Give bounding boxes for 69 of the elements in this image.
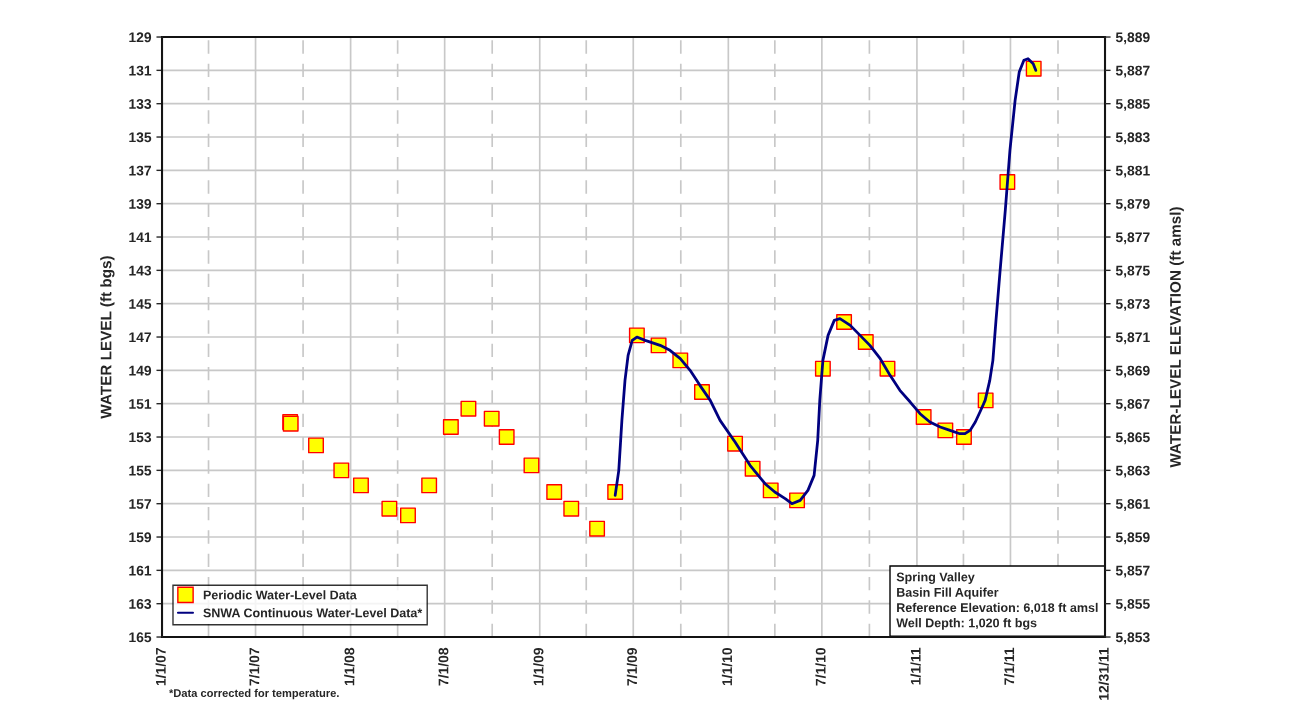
x-tick-label: 1/1/08 (344, 647, 355, 686)
legend-label: SNWA Continuous Water-Level Data* (203, 608, 423, 618)
y2-tick-label: 5,887 (1115, 65, 1150, 78)
y2-tick-label: 5,863 (1115, 465, 1150, 478)
y2-tick-label: 5,883 (1115, 132, 1150, 145)
y2-axis-title: WATER-LEVEL ELEVATION (ft amsl) (1169, 207, 1184, 468)
y2-tick-label: 5,873 (1115, 299, 1150, 311)
point (483, 410, 500, 427)
x-tick-label: 12/31/11 (1098, 647, 1109, 700)
y-tick-label: 145 (129, 299, 152, 309)
point (523, 457, 540, 474)
legend-label: Periodic Water-Level Data (203, 590, 357, 600)
point (308, 437, 324, 454)
y-tick-label: 135 (129, 132, 152, 143)
y2-tick-label: 5,871 (1115, 332, 1150, 345)
y-tick-label: 151 (129, 399, 152, 409)
point (421, 477, 438, 494)
y2-tick-label: 5,881 (1115, 165, 1150, 178)
x-tick-label: 1/1/07 (155, 648, 166, 686)
point (399, 507, 416, 524)
y-tick-label: 143 (129, 265, 152, 276)
y-tick-label: 129 (129, 32, 152, 43)
y2-tick-label: 5,877 (1115, 232, 1150, 245)
y-tick-label: 159 (129, 532, 152, 543)
x-tick-label: 7/1/11 (1003, 647, 1015, 685)
y-tick-label: 155 (129, 465, 152, 476)
y-tick-label: 147 (129, 332, 151, 343)
y2-tick-label: 5,867 (1115, 399, 1150, 411)
point (460, 400, 477, 417)
point (498, 429, 515, 446)
y-tick-label: 131 (129, 65, 152, 76)
point (352, 477, 369, 494)
point (589, 520, 606, 537)
x-tick-label: 1/1/09 (533, 647, 544, 686)
point (546, 484, 563, 501)
y-tick-label: 149 (129, 365, 152, 376)
x-tick-label: 7/1/09 (626, 647, 638, 686)
y2-tick-label: 5,855 (1115, 599, 1150, 611)
y-tick-label: 161 (129, 565, 152, 576)
x-tick-label: 1/1/11 (910, 647, 921, 685)
y2-tick-label: 5,875 (1115, 265, 1150, 278)
y2-tick-label: 5,861 (1115, 499, 1150, 511)
x-tick-label: 7/1/07 (249, 648, 260, 686)
y-tick-label: 163 (129, 599, 152, 609)
y-tick-label: 137 (129, 165, 151, 176)
y-tick-label: 165 (129, 632, 152, 643)
text: *Data corrected for temperature. (169, 688, 339, 700)
y2-tick-label: 5,853 (1115, 632, 1150, 645)
annotation: Spring Valley Basin Fill Aquifer Reference Elevation: 6,018 ft amsl Well Depth: 1,020 ft bgs (896, 572, 1098, 630)
y2-tick-label: 5,889 (1115, 32, 1150, 45)
y2-tick-label: 5,879 (1115, 199, 1150, 211)
point (381, 500, 398, 517)
y-tick-label: 153 (129, 432, 152, 443)
y2-tick-label: 5,869 (1115, 365, 1150, 378)
point (442, 419, 459, 436)
point (563, 500, 580, 517)
x-tick-label: 1/1/10 (721, 648, 733, 686)
y-tick-label: 141 (129, 232, 152, 243)
y-tick-label: 133 (129, 99, 152, 109)
y2-tick-label: 5,859 (1115, 532, 1150, 545)
y-tick-label: 157 (129, 499, 151, 509)
x-tick-label: 7/1/08 (438, 647, 449, 686)
y2-tick-label: 5,865 (1115, 432, 1150, 445)
point (333, 462, 350, 479)
y-axis-title: WATER LEVEL (ft bgs) (100, 256, 115, 419)
y2-tick-label: 5,885 (1115, 99, 1150, 111)
y2-tick-label: 5,857 (1115, 565, 1150, 578)
x-tick-label: 7/1/10 (815, 648, 826, 686)
y-tick-label: 139 (129, 199, 152, 209)
